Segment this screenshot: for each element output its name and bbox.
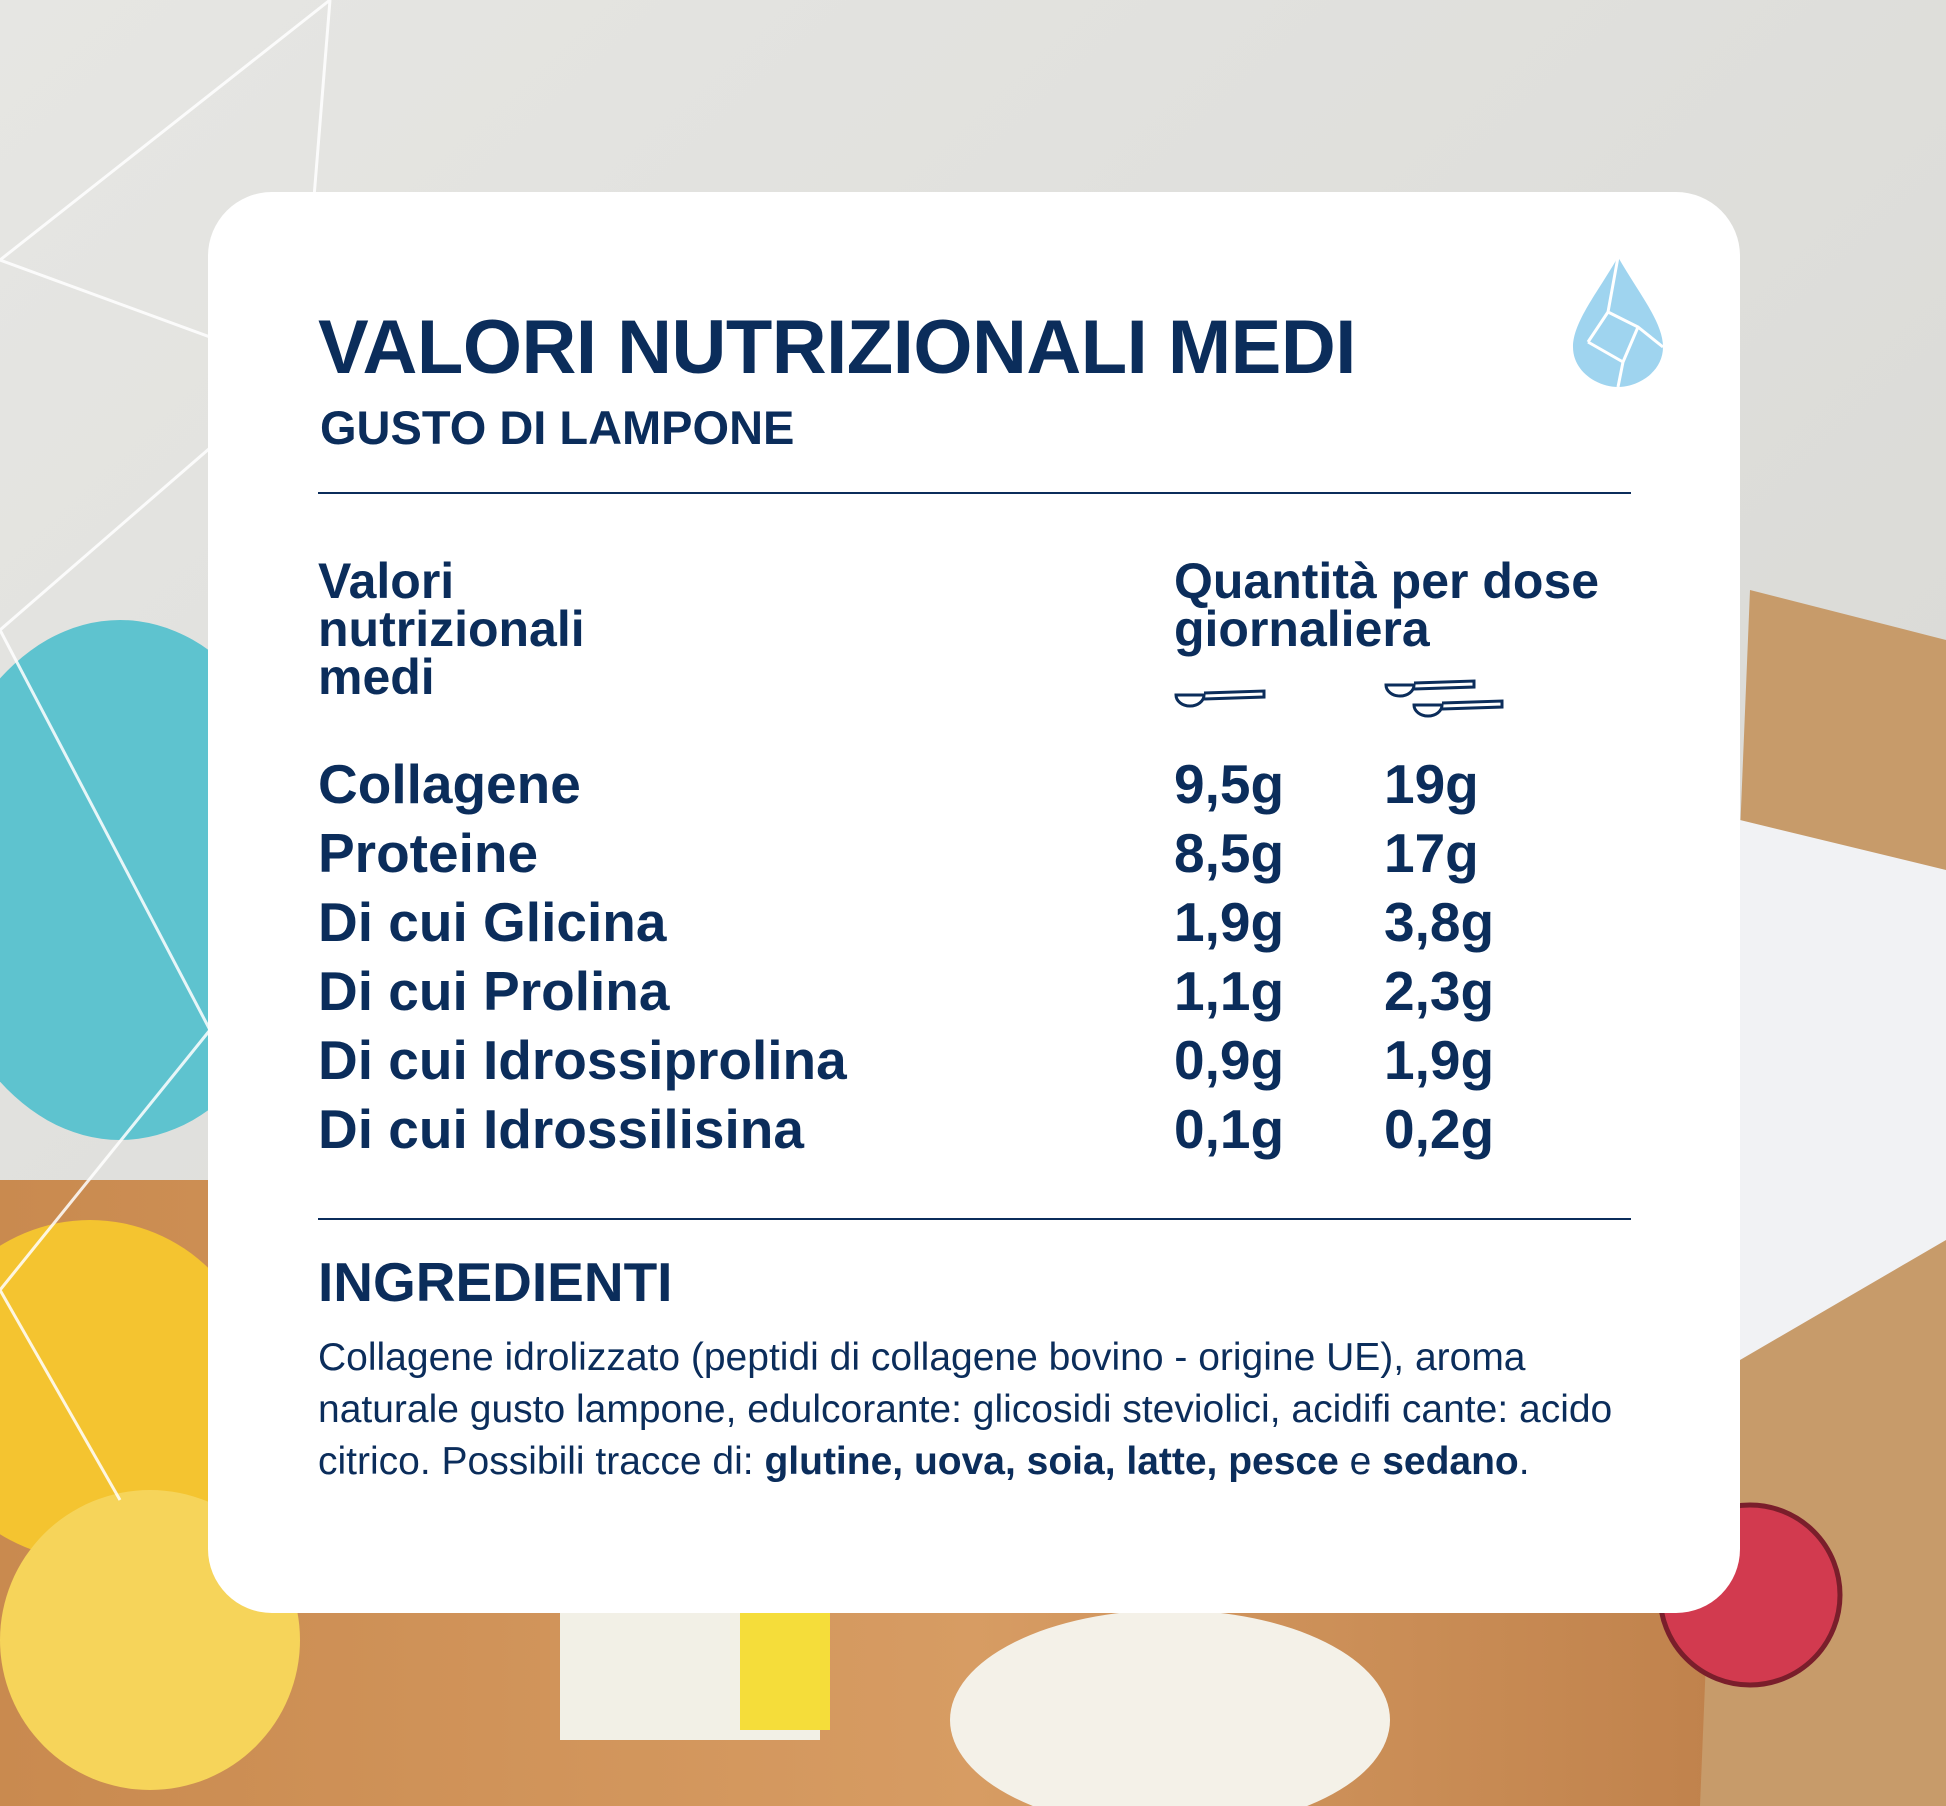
column-header: Valori nutrizionali medi: [318, 553, 585, 705]
nutrient-amount: 17g: [1384, 822, 1479, 884]
nutrition-card: VALORI NUTRIZIONALI MEDI GUSTO DI LAMPON…: [208, 192, 1740, 1613]
nutrient-amount: 8,5g: [1174, 822, 1285, 884]
title: VALORI NUTRIZIONALI MEDI: [318, 305, 1356, 390]
scoop-icons: [1174, 679, 1504, 718]
nutrient-name: Di cui Idrossilisina: [318, 1098, 804, 1160]
nutrient-amount: 0,2g: [1384, 1098, 1495, 1160]
ingredients-text: Collagene idrolizzato (peptidi di collag…: [318, 1332, 1663, 1488]
nutrient-amount: 3,8g: [1384, 891, 1495, 953]
ingredients-segment: sedano: [1382, 1440, 1519, 1483]
nutrient-name: Di cui Prolina: [318, 960, 670, 1022]
divider: [318, 1218, 1631, 1220]
nutrient-amount: 1,9g: [1384, 1029, 1495, 1091]
ingredients-segment: e: [1338, 1440, 1383, 1483]
ingredients-title: INGREDIENTI: [318, 1251, 673, 1313]
nutrient-amount: 0,9g: [1174, 1029, 1285, 1091]
nutrient-amount: 19g: [1384, 753, 1479, 815]
ingredients-segment: Collagene idrolizzato (peptidi di collag…: [318, 1336, 1613, 1483]
drop-icon: [1573, 256, 1664, 388]
divider: [318, 492, 1631, 494]
nutrient-amount: 1,9g: [1174, 891, 1285, 953]
nutrient-amount: 2,3g: [1384, 960, 1495, 1022]
nutrient-amount: 9,5g: [1174, 753, 1285, 815]
ingredients-segment: glutine, uova, soia, latte, pesce: [764, 1440, 1339, 1483]
nutrient-name: Proteine: [318, 822, 539, 884]
nutrient-amount: 0,1g: [1174, 1098, 1285, 1160]
subtitle: GUSTO DI LAMPONE: [320, 401, 795, 454]
nutrient-name: Di cui Glicina: [318, 891, 667, 953]
ingredients-segment: .: [1518, 1440, 1530, 1483]
nutrient-amount: 1,1g: [1174, 960, 1285, 1022]
nutrient-name: Di cui Idrossiprolina: [318, 1029, 847, 1091]
column-header: Quantità per dose giornaliera: [1174, 553, 1600, 657]
nutrient-name: Collagene: [318, 753, 581, 815]
